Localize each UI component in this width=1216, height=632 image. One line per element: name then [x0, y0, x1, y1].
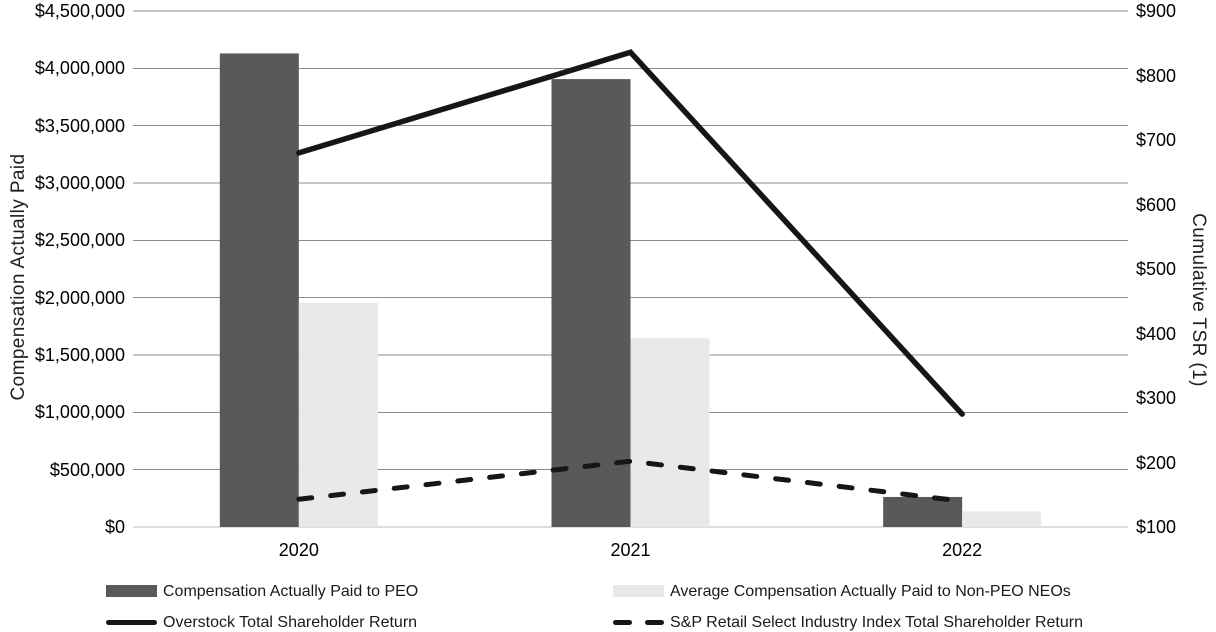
left-axis-tick: $1,000,000	[34, 402, 125, 423]
left-axis-tick: $4,000,000	[34, 58, 125, 79]
legend-label-peo-bar: Compensation Actually Paid to PEO	[163, 582, 419, 600]
left-axis-tick: $500,000	[49, 459, 125, 480]
right-axis-tick: $600	[1136, 194, 1177, 215]
left-axis-tick: $3,500,000	[34, 115, 125, 136]
right-axis-tick: $300	[1136, 388, 1177, 408]
legend-swatch-peo-bar	[106, 585, 157, 597]
right-axis-tick: $400	[1136, 323, 1177, 344]
x-axis-tick: 2022	[942, 540, 983, 560]
legend-swatch-dashed-line	[613, 619, 664, 625]
legend-label-non-peo-bar: Average Compensation Actually Paid to No…	[670, 582, 1071, 600]
legend-label-sp-retail-tsr: S&P Retail Select Industry Index Total S…	[670, 613, 1083, 631]
legend-label-overstock-tsr: Overstock Total Shareholder Return	[163, 613, 418, 631]
right-axis-tick: $100	[1136, 517, 1177, 537]
left-axis-tick: $1,500,000	[34, 345, 125, 365]
left-axis-tick: $2,500,000	[34, 230, 125, 251]
right-axis-tick: $200	[1136, 452, 1177, 473]
left-axis-tick: $0	[104, 517, 125, 537]
right-axis-tick: $700	[1136, 130, 1177, 150]
right-axis-tick: $800	[1136, 65, 1177, 86]
legend-item-sp-retail-tsr: S&P Retail Select Industry Index Total S…	[613, 613, 1083, 631]
dash-segment	[645, 619, 664, 625]
left-axis-tick: $4,500,000	[34, 1, 125, 21]
legend-item-overstock-tsr: Overstock Total Shareholder Return	[106, 613, 418, 631]
dash-segment	[613, 619, 632, 625]
legend-swatch-solid-line	[106, 619, 157, 625]
right-axis-title: Cumulative TSR (1)	[1188, 213, 1209, 387]
right-axis-tick: $500	[1136, 259, 1177, 279]
x-axis-tick: 2020	[278, 540, 319, 560]
x-axis-tick: 2021	[610, 540, 651, 560]
legend-swatch-non-peo-bar	[613, 585, 664, 597]
right-axis-tick: $900	[1136, 1, 1177, 21]
legend-item-non-peo-bar: Average Compensation Actually Paid to No…	[613, 582, 1071, 600]
left-axis-tick: $2,000,000	[34, 287, 125, 308]
legend-item-peo-bar: Compensation Actually Paid to PEO	[106, 582, 419, 600]
left-axis-tick: $3,000,000	[34, 173, 125, 193]
